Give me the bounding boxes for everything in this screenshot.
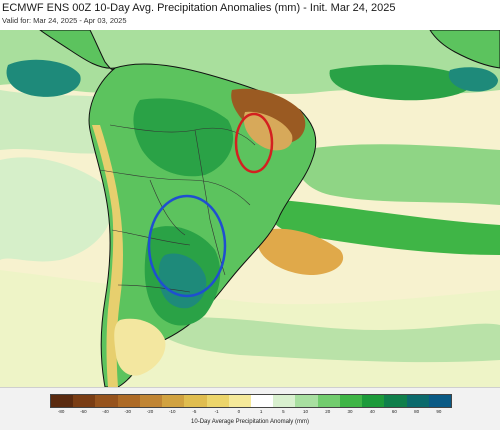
patagonia-dry bbox=[114, 318, 166, 376]
green-patch-north-atlantic bbox=[329, 64, 472, 101]
pacific-pale-green bbox=[0, 157, 113, 262]
colorbar-swatch bbox=[295, 395, 318, 407]
colorbar-tick-label: 5 bbox=[282, 409, 285, 414]
colorbar-tick-label: 90 bbox=[436, 409, 442, 414]
country-borders bbox=[99, 124, 256, 293]
colorbar-swatch bbox=[73, 395, 96, 407]
teal-patch-northeast bbox=[448, 67, 498, 92]
map-title: ECMWF ENS 00Z 10-Day Avg. Precipitation … bbox=[2, 2, 396, 14]
colorbar-swatch bbox=[139, 395, 163, 407]
colorbar-tick-label: 0 bbox=[237, 409, 241, 414]
colorbar-swatch bbox=[384, 395, 407, 407]
mid-atlantic-green-band bbox=[296, 144, 500, 205]
colorbar-tick-label: -40 bbox=[102, 409, 109, 414]
precipitation-anomaly-map bbox=[0, 30, 500, 387]
colorbar-swatch bbox=[273, 395, 296, 407]
colorbar-swatch bbox=[117, 395, 140, 407]
northeast-brazil-tan bbox=[243, 111, 293, 151]
colorbar-tick-label: -1 bbox=[214, 409, 219, 414]
header: ECMWF ENS 00Z 10-Day Avg. Precipitation … bbox=[0, 0, 500, 30]
colorbar-swatch bbox=[317, 395, 340, 407]
colorbar-swatch bbox=[51, 395, 74, 407]
colorbar-ticks: -80 -60 -40 -30 -20 -10 -5 -1 0 1 5 10 20 30 40 60 80 90 bbox=[50, 409, 450, 417]
colorbar-tick-label: -80 bbox=[57, 409, 65, 414]
colorbar-tick-label: 20 bbox=[325, 409, 331, 414]
teal-patch-northwest bbox=[6, 59, 81, 97]
valid-period: Valid for: Mar 24, 2025 - Apr 03, 2025 bbox=[2, 16, 127, 25]
colorbar-tick-label: -10 bbox=[168, 409, 176, 414]
south-atlantic-dry-anomaly bbox=[257, 228, 344, 275]
colorbar-swatch bbox=[406, 395, 429, 407]
colorbar-tick-label: -60 bbox=[80, 409, 87, 414]
amazon-wet-anomaly bbox=[133, 98, 234, 177]
colorbar-swatch bbox=[206, 395, 229, 407]
colorbar-swatch bbox=[428, 395, 451, 407]
colorbar-swatch bbox=[250, 395, 274, 407]
blue-ellipse bbox=[147, 194, 227, 298]
southern-green-streak bbox=[150, 317, 500, 363]
south-atlantic-green-band bbox=[270, 200, 500, 255]
colorbar-panel: -80 -60 -40 -30 -20 -10 -5 -1 0 1 5 10 20 30 40 60 80 90 … bbox=[0, 387, 500, 430]
colorbar-swatch bbox=[162, 395, 185, 407]
colorbar bbox=[50, 394, 452, 408]
colorbar-tick-label: 40 bbox=[369, 409, 375, 414]
colorbar-swatch bbox=[362, 395, 385, 407]
colorbar-tick-label: 60 bbox=[391, 409, 397, 414]
africa-landmass bbox=[429, 30, 500, 69]
colorbar-label: 10-Day Average Precipitation Anomaly (mm… bbox=[191, 419, 309, 425]
colorbar-swatch bbox=[95, 395, 118, 407]
colorbar-swatch bbox=[339, 395, 363, 407]
colorbar-tick-label: -20 bbox=[146, 409, 154, 414]
colorbar-tick-label: 80 bbox=[414, 409, 420, 414]
colorbar-tick-label: -5 bbox=[192, 409, 197, 414]
colorbar-tick-label: -30 bbox=[124, 409, 132, 414]
central-america-landmass bbox=[39, 30, 117, 71]
andes-dry-strip bbox=[92, 125, 123, 387]
red-ellipse bbox=[234, 112, 274, 174]
colorbar-swatch bbox=[184, 395, 207, 407]
map-svg bbox=[0, 30, 500, 387]
colorbar-tick-label: 10 bbox=[303, 409, 309, 414]
colorbar-tick-label: 30 bbox=[347, 409, 353, 414]
colorbar-tick-label: 1 bbox=[259, 409, 263, 414]
colorbar-swatch bbox=[228, 395, 251, 407]
